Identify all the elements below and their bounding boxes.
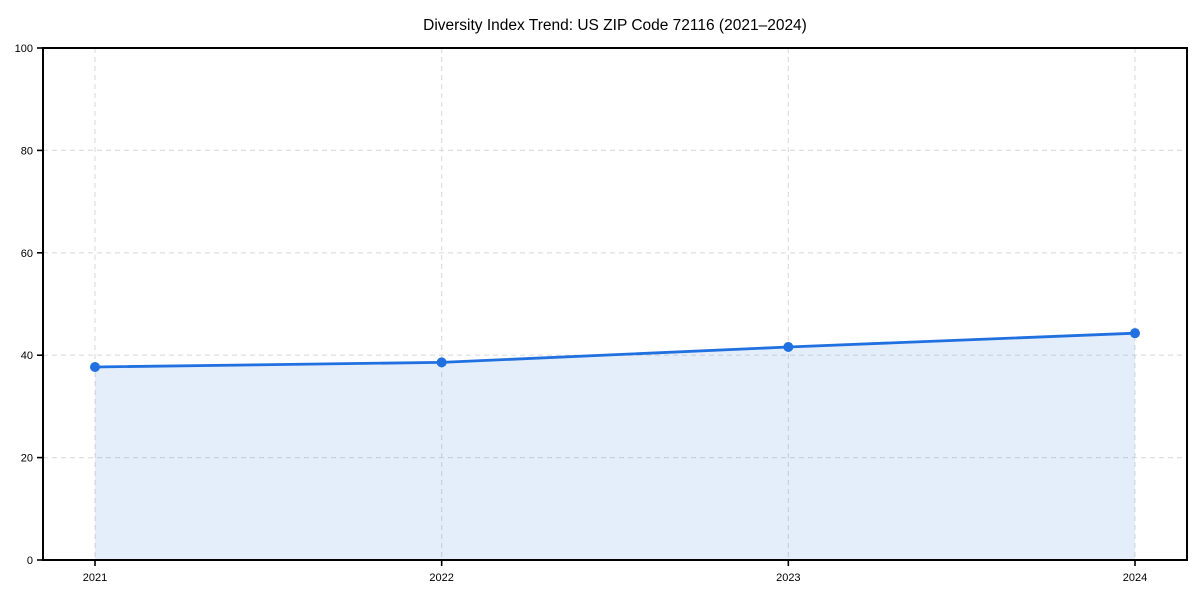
area-fill-layer [95,333,1135,560]
y-tick-label: 0 [27,555,33,567]
y-tick-label: 80 [21,145,33,157]
y-tick-label: 60 [21,248,33,260]
series-area-fill [95,333,1135,560]
x-tick-label: 2021 [83,572,107,584]
x-tick-label: 2024 [1123,572,1147,584]
y-tick-label: 20 [21,453,33,465]
chart-layers: 0 20 40 60 80 100 2021 2022 2023 2024 [15,43,1188,584]
x-tick-label: 2022 [429,572,453,584]
data-point-marker [90,361,100,372]
tick-layer: 0 20 40 60 80 100 2021 2022 2023 2024 [15,43,1148,584]
chart-title: Diversity Index Trend: US ZIP Code 72116… [423,17,807,34]
x-tick-label: 2023 [776,572,800,584]
data-point-marker [1130,328,1140,339]
axes-layer [42,47,1188,561]
y-tick-label: 100 [15,43,33,55]
line-layer [93,331,1137,369]
marker-layer [90,328,1140,372]
series-line [93,331,1137,369]
data-point-marker [436,357,447,368]
data-point-marker [783,342,794,353]
axes-spines [42,47,1188,561]
y-tick-label: 40 [21,350,33,362]
